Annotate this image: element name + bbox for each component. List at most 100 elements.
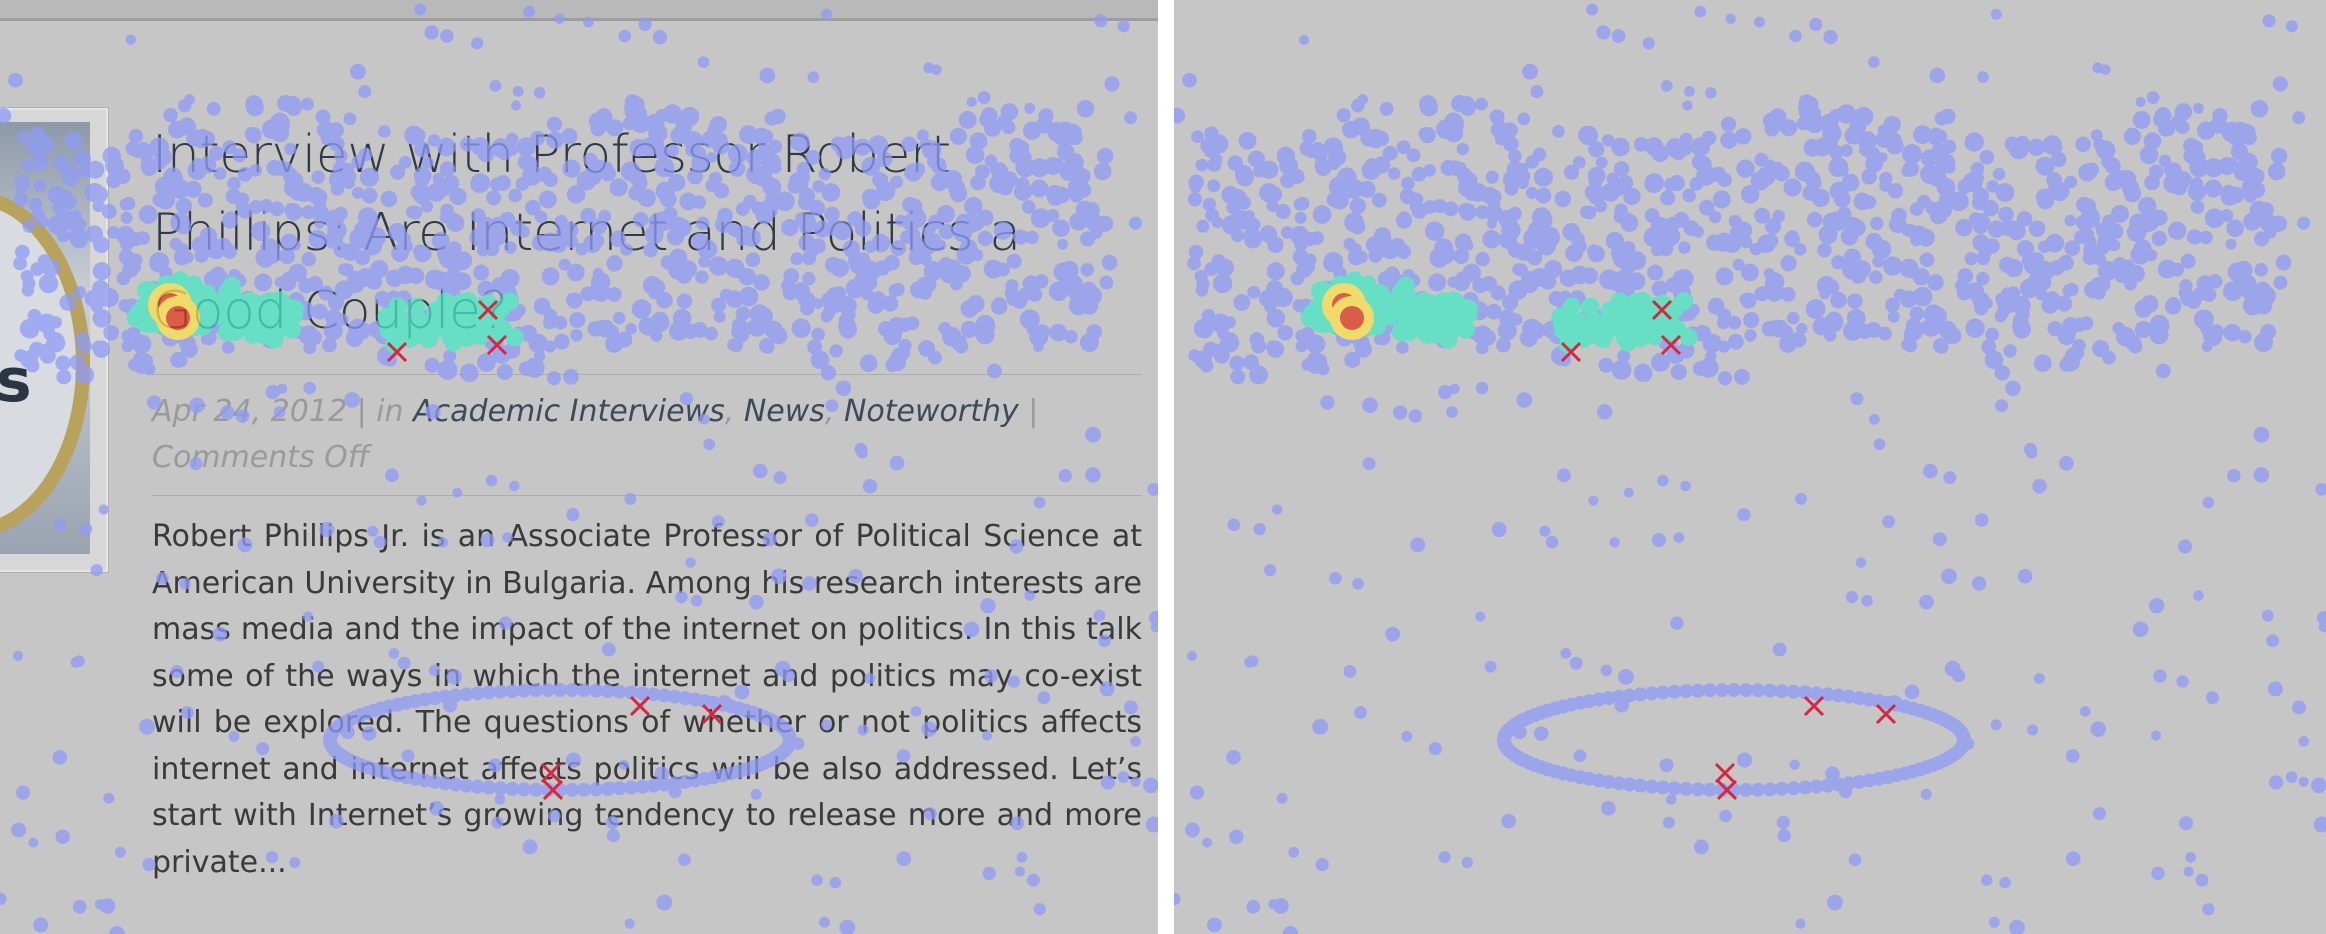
- gaze-point: [562, 368, 579, 385]
- gaze-point: [1411, 166, 1427, 182]
- gaze-point: [1716, 316, 1730, 330]
- gaze-point: [1743, 312, 1760, 329]
- gaze-point: [1705, 350, 1717, 363]
- gaze-point: [679, 260, 698, 278]
- gaze-point: [2243, 189, 2258, 203]
- gaze-point: [2096, 140, 2116, 160]
- gaze-point: [1809, 686, 1824, 701]
- gaze-point: [1210, 313, 1231, 334]
- gaze-point: [2190, 200, 2205, 214]
- gaze-point: [136, 142, 152, 157]
- gaze-point: [612, 311, 626, 325]
- gaze-point: [138, 205, 158, 224]
- gaze-point: [1279, 156, 1298, 175]
- category-link-news[interactable]: News: [743, 394, 825, 429]
- gaze-point: [781, 218, 799, 237]
- gaze-point: [1586, 3, 1599, 16]
- gaze-point: [558, 258, 571, 271]
- gaze-point: [452, 487, 463, 498]
- gaze-point: [1498, 230, 1517, 250]
- gaze-point: [2250, 100, 2269, 118]
- gaze-point: [1373, 334, 1384, 345]
- gaze-point: [657, 777, 672, 792]
- gaze-point: [2153, 669, 2167, 683]
- gaze-point: [17, 130, 30, 143]
- gaze-point: [1294, 211, 1307, 224]
- gaze-point: [706, 152, 718, 163]
- gaze-point: [1429, 247, 1450, 268]
- gaze-point: [1352, 577, 1364, 590]
- gaze-point: [1701, 130, 1717, 146]
- gaze-point: [2045, 233, 2065, 253]
- fixation-cross-marker: [701, 703, 723, 725]
- gaze-point: [977, 137, 988, 148]
- gaze-point: [70, 210, 82, 221]
- gaze-point: [870, 291, 886, 307]
- gaze-point: [1251, 338, 1267, 354]
- gaze-point: [311, 170, 325, 184]
- gaze-point: [896, 749, 911, 763]
- gaze-point: [1702, 683, 1717, 698]
- gaze-point: [810, 350, 830, 370]
- gaze-point: [440, 203, 454, 217]
- gaze-point: [1145, 816, 1158, 833]
- gaze-point: [697, 56, 710, 68]
- gaze-heatmap-only: [1174, 3, 2326, 934]
- gaze-point: [330, 169, 348, 187]
- gaze-point: [265, 850, 279, 864]
- gaze-point: [1527, 250, 1543, 266]
- gaze-point: [254, 273, 273, 292]
- gaze-point: [659, 190, 677, 208]
- gaze-point: [2191, 287, 2206, 302]
- gaze-point: [570, 329, 583, 342]
- gaze-point: [1691, 683, 1706, 698]
- gaze-point: [109, 926, 125, 934]
- gaze-point: [1903, 260, 1918, 275]
- gaze-point: [244, 127, 258, 141]
- gaze-point: [1633, 291, 1652, 310]
- gaze-point: [1211, 254, 1226, 269]
- gaze-point: [890, 282, 905, 297]
- gaze-point: [201, 241, 218, 257]
- gaze-point: [1007, 675, 1021, 688]
- gaze-point: [842, 135, 856, 149]
- category-link-noteworthy[interactable]: Noteworthy: [843, 394, 1019, 429]
- gaze-point: [1957, 178, 1973, 194]
- gaze-point: [505, 328, 524, 347]
- gaze-point: [1772, 209, 1786, 223]
- gaze-point: [819, 916, 831, 928]
- gaze-point: [1495, 127, 1511, 143]
- gaze-point: [37, 254, 52, 269]
- gaze-point: [2196, 121, 2216, 140]
- gaze-point: [1887, 182, 1904, 199]
- gaze-point: [1705, 87, 1717, 99]
- gaze-point: [1617, 349, 1631, 363]
- gaze-point: [2285, 20, 2298, 33]
- gaze-point: [265, 384, 280, 400]
- gaze-point: [407, 297, 426, 316]
- gaze-point: [2204, 179, 2223, 198]
- gaze-point: [2151, 866, 2165, 881]
- gaze-point: [1290, 271, 1305, 286]
- gaze-point: [2021, 254, 2035, 268]
- gaze-point: [33, 179, 47, 193]
- gaze-point: [1927, 274, 1944, 291]
- gaze-point: [1446, 406, 1458, 418]
- gaze-point: [1247, 150, 1266, 168]
- gaze-point: [1475, 251, 1490, 267]
- gaze-point: [2079, 227, 2095, 243]
- gaze-point: [1508, 206, 1522, 221]
- gaze-point: [33, 917, 49, 933]
- gaze-point: [1985, 327, 1999, 342]
- gaze-point: [55, 829, 70, 845]
- gaze-point: [385, 468, 399, 483]
- gaze-point: [37, 216, 50, 229]
- category-link-academic-interviews[interactable]: Academic Interviews: [413, 394, 725, 429]
- gaze-point: [1679, 781, 1694, 796]
- gaze-point: [847, 254, 861, 268]
- gaze-point: [2142, 215, 2159, 232]
- gaze-point: [1456, 142, 1470, 156]
- gaze-point: [1861, 594, 1873, 607]
- gaze-point: [155, 572, 169, 585]
- gaze-point: [950, 335, 963, 348]
